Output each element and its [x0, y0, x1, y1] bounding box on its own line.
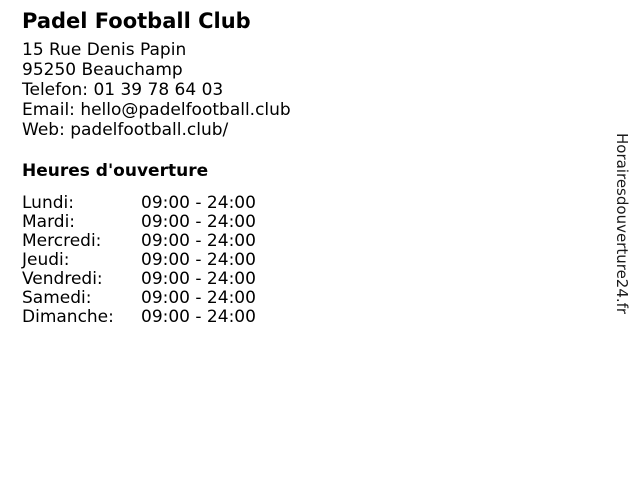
website-line: Web: padelfootball.club/	[22, 120, 291, 140]
phone-label: Telefon:	[22, 80, 89, 100]
website-value: padelfootball.club/	[70, 120, 229, 140]
time-value: 09:00 - 24:00	[141, 269, 256, 289]
hours-row-wednesday: Mercredi: 09:00 - 24:00	[22, 232, 256, 251]
day-label: Mardi:	[22, 212, 76, 232]
watermark-site-name: Horairesdouverture24.fr	[613, 133, 631, 315]
website-label: Web:	[22, 120, 65, 140]
day-label: Lundi:	[22, 193, 74, 213]
time-value: 09:00 - 24:00	[141, 193, 256, 213]
hours-row-saturday: Samedi: 09:00 - 24:00	[22, 289, 256, 308]
day-label: Samedi:	[22, 288, 92, 308]
phone-line: Telefon: 01 39 78 64 03	[22, 80, 291, 100]
day-label: Jeudi:	[22, 250, 70, 270]
email-line: Email: hello@padelfootball.club	[22, 100, 291, 120]
time-value: 09:00 - 24:00	[141, 307, 256, 327]
address-line-city: 95250 Beauchamp	[22, 60, 183, 80]
phone-value: 01 39 78 64 03	[93, 80, 224, 100]
time-value: 09:00 - 24:00	[141, 250, 256, 270]
time-value: 09:00 - 24:00	[141, 288, 256, 308]
email-label: Email:	[22, 100, 75, 120]
business-name-title: Padel Football Club	[22, 9, 251, 33]
time-value: 09:00 - 24:00	[141, 231, 256, 251]
day-label: Vendredi:	[22, 269, 103, 289]
hours-row-thursday: Jeudi: 09:00 - 24:00	[22, 251, 256, 270]
email-value: hello@padelfootball.club	[80, 100, 291, 120]
address-line-street: 15 Rue Denis Papin	[22, 40, 187, 60]
hours-row-sunday: Dimanche: 09:00 - 24:00	[22, 308, 256, 327]
opening-hours-table: Lundi: 09:00 - 24:00 Mardi: 09:00 - 24:0…	[22, 194, 256, 327]
time-value: 09:00 - 24:00	[141, 212, 256, 232]
hours-row-tuesday: Mardi: 09:00 - 24:00	[22, 213, 256, 232]
day-label: Dimanche:	[22, 307, 114, 327]
contact-info-block: 15 Rue Denis Papin 95250 Beauchamp Telef…	[22, 40, 291, 140]
hours-row-monday: Lundi: 09:00 - 24:00	[22, 194, 256, 213]
day-label: Mercredi:	[22, 231, 102, 251]
hours-row-friday: Vendredi: 09:00 - 24:00	[22, 270, 256, 289]
opening-hours-heading: Heures d'ouverture	[22, 161, 209, 181]
